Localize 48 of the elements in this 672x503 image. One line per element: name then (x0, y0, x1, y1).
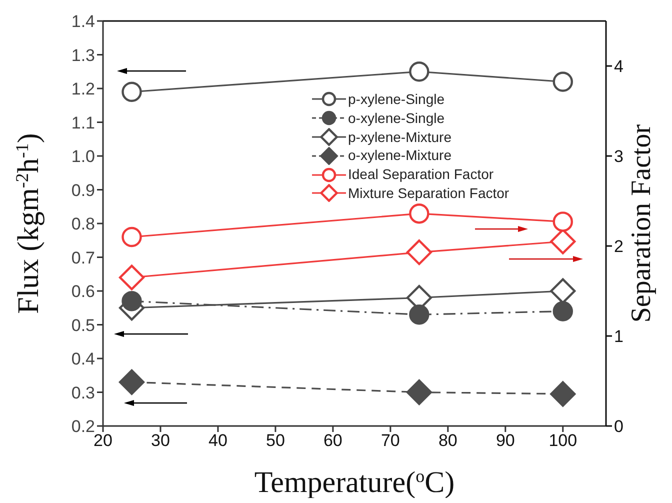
x-tick-label: 80 (438, 431, 458, 450)
y-tick-label: 1.3 (71, 46, 95, 65)
y-tick-label: 1.4 (71, 12, 95, 32)
point (409, 62, 430, 82)
x-tick-label: 100 (548, 431, 578, 450)
y2-tick-label: 1 (614, 327, 624, 346)
x-tick-label: 60 (323, 431, 342, 450)
point (406, 379, 432, 406)
point (409, 204, 430, 224)
legend-label: p-xylene-Single (348, 90, 444, 109)
point (122, 226, 142, 248)
legend-label: Mixture Separation Factor (348, 184, 510, 203)
point (552, 212, 573, 232)
x-tick-label: 90 (496, 431, 515, 450)
legend-label: o-xylene-Single (348, 108, 444, 128)
y-tick-label: 0.6 (71, 282, 95, 302)
y-tick-label: 0.7 (71, 248, 95, 268)
y2-tick-label: 0 (614, 417, 624, 436)
y2-axis-title: Separation Factor (626, 124, 657, 323)
point (122, 82, 142, 102)
y-tick-label: 0.2 (71, 417, 95, 436)
x-tick-label: 50 (266, 431, 285, 450)
point (552, 72, 573, 92)
y-tick-label: 0.9 (71, 180, 95, 200)
y-tick-label: 1.0 (71, 147, 95, 166)
x-tick-label: 70 (380, 431, 400, 450)
y-tick-label: 0.3 (71, 383, 95, 402)
point (118, 369, 145, 395)
point (409, 304, 430, 325)
x-tick-label: 20 (94, 431, 112, 450)
y-tick-label: 0.4 (71, 350, 95, 369)
y-tick-label: 0.8 (71, 214, 95, 234)
y2-tick-label: 3 (614, 147, 624, 166)
legend-label: Ideal Separation Factor (348, 165, 494, 184)
legend-label: o-xylene-Mixture (348, 146, 452, 166)
point (122, 291, 142, 312)
point (118, 264, 145, 290)
point (550, 381, 576, 407)
x-tick-label: 30 (151, 431, 170, 450)
legend-label: p-xylene-Mixture (348, 128, 452, 146)
y-tick-label: 1.1 (71, 113, 95, 132)
y-tick-label: 0.5 (71, 316, 95, 335)
y2-tick-label: 4 (614, 57, 624, 76)
x-tick-label: 40 (208, 431, 228, 450)
y-tick-label: 1.2 (71, 80, 95, 99)
point (406, 240, 432, 266)
y2-tick-label: 2 (614, 237, 624, 256)
point (552, 301, 573, 322)
